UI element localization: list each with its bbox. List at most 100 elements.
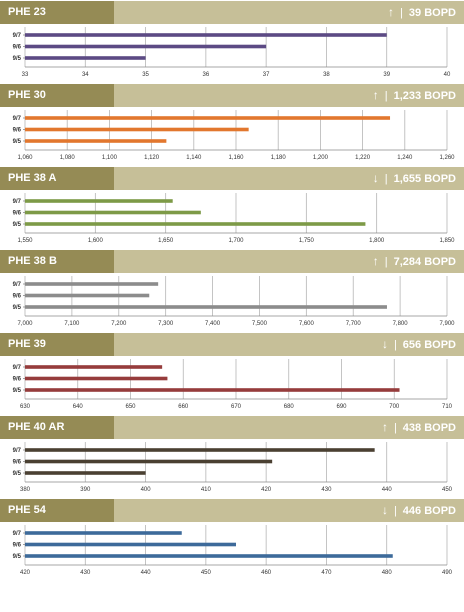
panel-header: PHE 40 AR ↑ | 438 BOPD <box>0 416 464 439</box>
x-tick-label: 1,180 <box>271 155 287 161</box>
well-name-box: PHE 38 A <box>0 167 114 190</box>
x-tick-label: 33 <box>22 72 29 78</box>
category-label: 9/5 <box>13 56 22 62</box>
x-tick-label: 1,200 <box>313 155 329 161</box>
arrow-up-icon: ↑ <box>388 5 395 19</box>
panel-phe-23: PHE 23 ↑ | 39 BOPD 9/7 9/6 9/5 33 34 35 36 37 38 39 40 <box>0 1 464 81</box>
x-tick-label: 690 <box>336 404 347 410</box>
rate-value: 7,284 <box>393 256 422 268</box>
x-tick-label: 660 <box>178 404 189 410</box>
bar-9-6 <box>25 127 249 132</box>
x-tick-label: 670 <box>231 404 242 410</box>
bar-chart-phe-54: 9/7 9/6 9/5 420 430 440 450 460 470 480 490 <box>13 525 453 576</box>
category-label: 9/6 <box>13 128 22 134</box>
bar-9-6 <box>25 459 273 464</box>
x-tick-label: 35 <box>142 72 149 78</box>
bar-chart-phe-39: 9/7 9/6 9/5 630 640 650 660 670 680 690 700 710 <box>13 359 453 410</box>
well-name-box: PHE 23 <box>0 1 114 24</box>
x-tick-label: 460 <box>261 570 272 576</box>
x-tick-label: 420 <box>261 487 272 493</box>
bar-9-7 <box>25 531 182 535</box>
panel-header: PHE 38 A ↓ | 1,655 BOPD <box>0 167 464 190</box>
x-tick-label: 450 <box>201 570 212 576</box>
separator: | <box>393 339 397 351</box>
x-tick-label: 400 <box>141 487 152 493</box>
x-tick-label: 430 <box>321 487 332 493</box>
production-rate: ↓ | 1,655 BOPD <box>373 167 456 191</box>
separator: | <box>384 90 388 102</box>
category-label: 9/6 <box>13 377 22 383</box>
bar-9-5 <box>25 388 400 392</box>
arrow-down-icon: ↓ <box>372 171 379 185</box>
bar-chart-phe-40-ar: 9/7 9/6 9/5 380 390 400 410 420 430 440 450 <box>13 442 453 493</box>
x-tick-label: 7,100 <box>64 321 80 327</box>
rate-units: BOPD <box>424 90 456 102</box>
x-tick-label: 700 <box>389 404 400 410</box>
x-tick-label: 7,500 <box>252 321 268 327</box>
rate-units: BOPD <box>424 256 456 268</box>
x-tick-label: 1,260 <box>439 155 455 161</box>
x-tick-label: 1,160 <box>228 155 244 161</box>
x-tick-label: 640 <box>73 404 84 410</box>
bar-9-6 <box>25 542 236 547</box>
category-label: 9/7 <box>13 33 22 39</box>
x-tick-label: 1,650 <box>158 238 174 244</box>
x-tick-label: 410 <box>201 487 212 493</box>
bar-9-7 <box>25 116 391 120</box>
panel-header: PHE 23 ↑ | 39 BOPD <box>0 1 464 24</box>
rate-units: BOPD <box>424 505 456 517</box>
x-tick-label: 1,850 <box>439 238 455 244</box>
bar-9-6 <box>25 293 150 298</box>
category-label: 9/7 <box>13 531 22 537</box>
x-tick-label: 7,400 <box>205 321 221 327</box>
separator: | <box>384 256 388 268</box>
rate-units: BOPD <box>424 339 456 351</box>
bar-9-5 <box>25 222 366 226</box>
x-tick-label: 440 <box>141 570 152 576</box>
arrow-up-icon: ↑ <box>372 88 379 102</box>
well-name: PHE 23 <box>8 6 46 18</box>
x-tick-label: 1,060 <box>17 155 33 161</box>
well-name: PHE 38 A <box>8 172 57 184</box>
category-label: 9/6 <box>13 543 22 549</box>
panel-phe-38-a: PHE 38 A ↓ | 1,655 BOPD 9/7 9/6 9/5 1,550 1,600 1… <box>0 167 464 247</box>
category-label: 9/5 <box>13 388 22 394</box>
production-rate: ↓ | 446 BOPD <box>382 499 456 523</box>
category-label: 9/7 <box>13 199 22 205</box>
x-tick-label: 650 <box>125 404 136 410</box>
well-name-box: PHE 30 <box>0 84 114 107</box>
panel-header: PHE 54 ↓ | 446 BOPD <box>0 499 464 522</box>
x-tick-label: 1,120 <box>144 155 160 161</box>
x-tick-label: 450 <box>442 487 453 493</box>
x-tick-label: 1,140 <box>186 155 202 161</box>
well-name: PHE 30 <box>8 89 46 101</box>
x-tick-label: 1,080 <box>60 155 76 161</box>
x-tick-label: 37 <box>263 72 270 78</box>
x-tick-label: 1,240 <box>397 155 413 161</box>
x-tick-label: 36 <box>203 72 210 78</box>
x-tick-label: 470 <box>321 570 332 576</box>
rate-value: 39 <box>408 7 422 19</box>
arrow-up-icon: ↑ <box>381 420 388 434</box>
bar-9-6 <box>25 44 267 49</box>
x-tick-label: 1,220 <box>355 155 371 161</box>
bar-chart-phe-23: 9/7 9/6 9/5 33 34 35 36 37 38 39 40 <box>13 27 451 78</box>
x-tick-label: 7,200 <box>111 321 127 327</box>
category-label: 9/5 <box>13 471 22 477</box>
x-tick-label: 7,600 <box>299 321 315 327</box>
bar-9-5 <box>25 139 167 143</box>
well-name-box: PHE 54 <box>0 499 114 522</box>
x-tick-label: 40 <box>444 72 451 78</box>
well-name: PHE 40 AR <box>8 421 65 433</box>
category-label: 9/5 <box>13 222 22 228</box>
bar-9-6 <box>25 210 201 215</box>
panel-header: PHE 38 B ↑ | 7,284 BOPD <box>0 250 464 273</box>
panel-header: PHE 39 ↓ | 656 BOPD <box>0 333 464 356</box>
rate-value: 438 <box>402 422 422 434</box>
x-tick-label: 420 <box>20 570 31 576</box>
separator: | <box>393 422 397 434</box>
panel-phe-54: PHE 54 ↓ | 446 BOPD 9/7 9/6 9/5 420 430 440 450 460… <box>0 499 464 579</box>
well-name-box: PHE 40 AR <box>0 416 114 439</box>
category-label: 9/6 <box>13 211 22 217</box>
